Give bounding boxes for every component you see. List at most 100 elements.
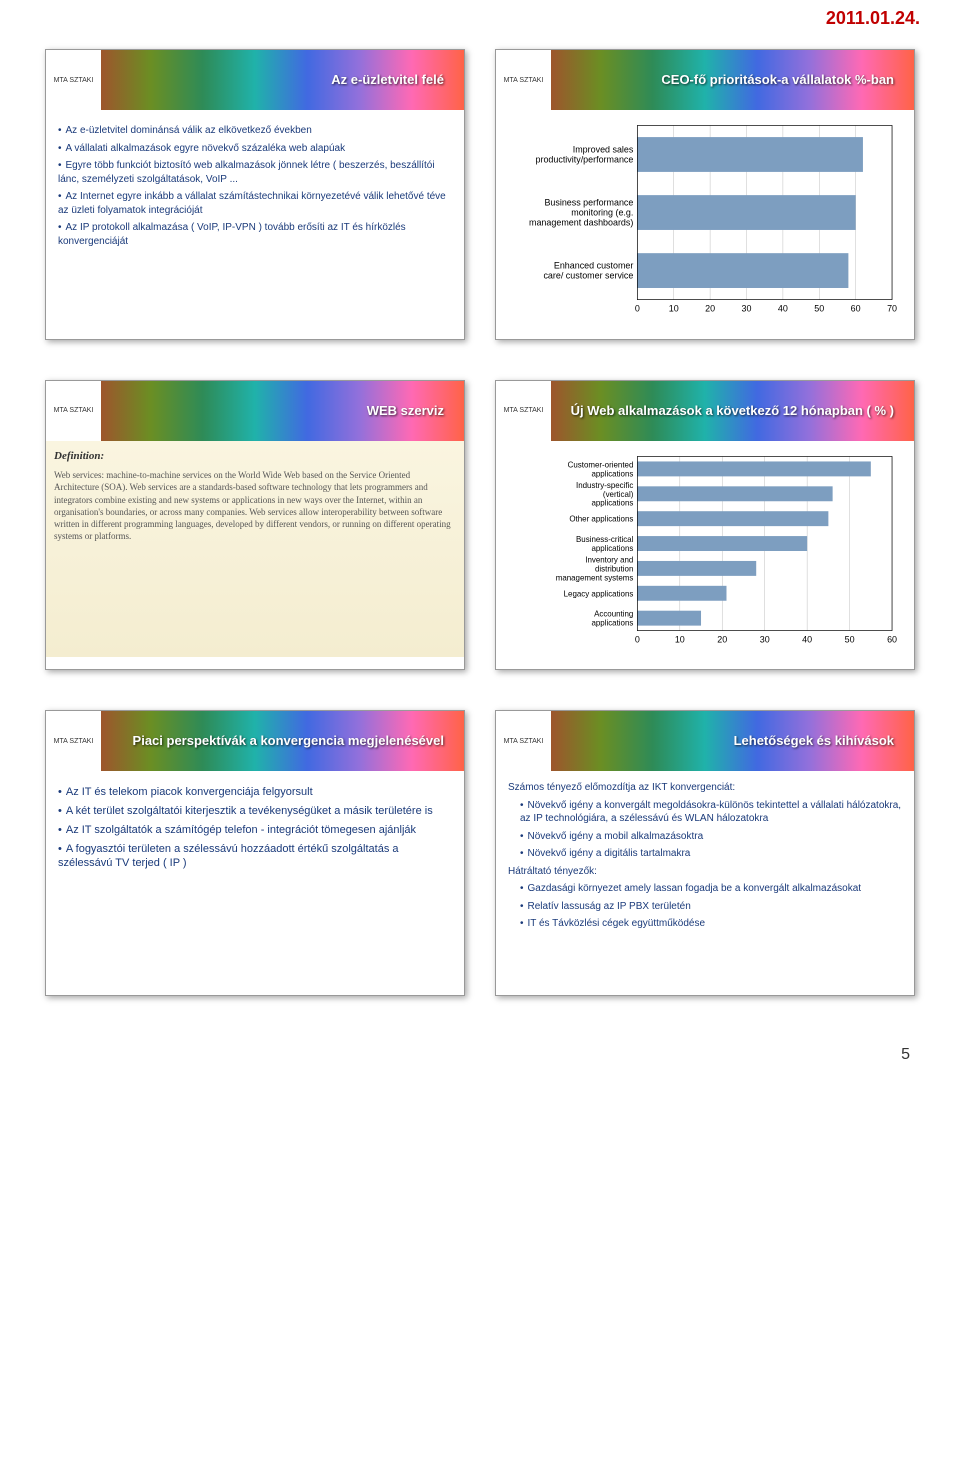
definition-body: Web services: machine-to-machine service… [54, 469, 456, 542]
svg-text:applications: applications [591, 469, 633, 478]
bullet-item: Az IT szolgáltatók a számítógép telefon … [58, 823, 452, 838]
svg-text:30: 30 [742, 304, 752, 314]
slide-logo-box: MTA SZTAKI [496, 50, 551, 110]
sub-bullet: Relatív lassuság az IP PBX területén [508, 900, 902, 914]
svg-text:Improved sales: Improved sales [573, 145, 634, 155]
slide-title: Lehetőségek és kihívások [734, 733, 894, 749]
slide-body: Az IT és telekom piacok konvergenciája f… [46, 771, 464, 995]
logo-text: MTA SZTAKI [54, 407, 94, 414]
slide-logo-box: MTA SZTAKI [496, 711, 551, 771]
logo-text: MTA SZTAKI [504, 407, 544, 414]
svg-text:10: 10 [669, 304, 679, 314]
logo-text: MTA SZTAKI [504, 77, 544, 84]
slide-body: Definition: Web services: machine-to-mac… [46, 441, 464, 657]
svg-text:distribution: distribution [595, 564, 633, 573]
svg-text:Enhanced customer: Enhanced customer [554, 261, 634, 271]
svg-text:Industry-specific: Industry-specific [576, 480, 633, 489]
bullet-item: A két terület szolgáltatói kiterjesztik … [58, 804, 452, 819]
logo-text: MTA SZTAKI [504, 738, 544, 745]
svg-text:Inventory and: Inventory and [585, 555, 633, 564]
svg-text:10: 10 [675, 634, 685, 644]
slide-uj-web-alkalmazasok: MTA SZTAKI Új Web alkalmazások a követke… [495, 380, 915, 671]
slide-body: Az e-üzletvitel dominánsá válik az elköv… [46, 110, 464, 334]
svg-text:40: 40 [802, 634, 812, 644]
svg-text:0: 0 [635, 304, 640, 314]
svg-text:20: 20 [717, 634, 727, 644]
bullet-item: Az IP protokoll alkalmazása ( VoIP, IP-V… [58, 221, 452, 248]
mid-text: Hátráltató tényezők: [508, 865, 902, 879]
slide-e-uzletvitel: MTA SZTAKI Az e-üzletvitel felé Az e-üzl… [45, 49, 465, 340]
slide-title: Piaci perspektívák a konvergencia megjel… [133, 733, 444, 749]
slide-logo-box: MTA SZTAKI [46, 381, 101, 441]
bullet-item: Az Internet egyre inkább a vállalat szám… [58, 190, 452, 217]
svg-text:60: 60 [851, 304, 861, 314]
slide-header: MTA SZTAKI Új Web alkalmazások a követke… [496, 381, 914, 441]
svg-text:monitoring (e.g.: monitoring (e.g. [571, 208, 633, 218]
svg-text:0: 0 [635, 634, 640, 644]
svg-text:70: 70 [887, 304, 897, 314]
svg-text:applications: applications [591, 498, 633, 507]
slide-body: 0102030405060Customer-orientedapplicatio… [496, 441, 914, 670]
svg-text:30: 30 [760, 634, 770, 644]
intro-text: Számos tényező előmozdítja az IKT konver… [508, 781, 902, 795]
slide-row-2: MTA SZTAKI WEB szerviz Definition: Web s… [0, 380, 960, 671]
slide-title: CEO-fő prioritások-a vállalatok %-ban [661, 72, 894, 88]
slide-body: Számos tényező előmozdítja az IKT konver… [496, 771, 914, 995]
svg-text:Business-critical: Business-critical [576, 535, 634, 544]
slide-row-3: MTA SZTAKI Piaci perspektívák a konverge… [0, 710, 960, 996]
slide-title: Az e-üzletvitel felé [331, 72, 444, 88]
slide-body: 0 10 20 30 40 50 60 70 Improved salesproductivit… [496, 110, 914, 339]
sub-bullet: Gazdasági környezet amely lassan fogadja… [508, 882, 902, 896]
slide-title: Új Web alkalmazások a következő 12 hónap… [571, 403, 894, 419]
slide-header: MTA SZTAKI WEB szerviz [46, 381, 464, 441]
slide-logo-box: MTA SZTAKI [46, 711, 101, 771]
logo-text: MTA SZTAKI [54, 738, 94, 745]
slide-header: MTA SZTAKI CEO-fő prioritások-a vállalat… [496, 50, 914, 110]
svg-text:productivity/performance: productivity/performance [536, 154, 634, 164]
bullet-item: A fogyasztói területen a szélessávú hozz… [58, 842, 452, 872]
svg-text:50: 50 [845, 634, 855, 644]
svg-text:management dashboards): management dashboards) [529, 217, 633, 227]
page: 2011.01.24. MTA SZTAKI Az e-üzletvitel f… [0, 0, 960, 1084]
definition-box: Definition: Web services: machine-to-mac… [46, 441, 464, 657]
svg-text:Other applications: Other applications [569, 514, 633, 523]
svg-text:Legacy applications: Legacy applications [564, 589, 634, 598]
page-date: 2011.01.24. [0, 0, 960, 49]
svg-text:60: 60 [887, 634, 897, 644]
svg-text:20: 20 [705, 304, 715, 314]
svg-text:40: 40 [778, 304, 788, 314]
svg-text:applications: applications [591, 544, 633, 553]
slide-logo-box: MTA SZTAKI [496, 381, 551, 441]
slide-title: WEB szerviz [367, 403, 444, 419]
svg-text:applications: applications [591, 618, 633, 627]
definition-title: Definition: [54, 449, 456, 464]
slide-ceo-prioritasok: MTA SZTAKI CEO-fő prioritások-a vállalat… [495, 49, 915, 340]
svg-text:50: 50 [814, 304, 824, 314]
page-number: 5 [0, 1036, 960, 1084]
svg-text:care/ customer service: care/ customer service [543, 271, 633, 281]
web-apps-chart: 0102030405060Customer-orientedapplicatio… [508, 451, 902, 651]
slide-header: MTA SZTAKI Piaci perspektívák a konverge… [46, 711, 464, 771]
svg-text:Business performance: Business performance [544, 198, 633, 208]
ceo-priorities-chart: 0 10 20 30 40 50 60 70 Improved salesproductivit… [508, 120, 902, 320]
logo-text: MTA SZTAKI [54, 77, 94, 84]
svg-text:Accounting: Accounting [594, 609, 633, 618]
svg-text:Customer-oriented: Customer-oriented [568, 460, 634, 469]
bullet-item: Egyre több funkciót biztosító web alkalm… [58, 159, 452, 186]
slide-row-1: MTA SZTAKI Az e-üzletvitel felé Az e-üzl… [0, 49, 960, 340]
sub-bullet: IT és Távközlési cégek együttműködése [508, 917, 902, 931]
slide-web-szerviz: MTA SZTAKI WEB szerviz Definition: Web s… [45, 380, 465, 671]
sub-bullet: Növekvő igény a mobil alkalmazásoktra [508, 830, 902, 844]
slide-piaci-perspektivak: MTA SZTAKI Piaci perspektívák a konverge… [45, 710, 465, 996]
slide-header: MTA SZTAKI Lehetőségek és kihívások [496, 711, 914, 771]
svg-text:(vertical): (vertical) [603, 489, 634, 498]
bullet-item: Az IT és telekom piacok konvergenciája f… [58, 785, 452, 800]
bullet-item: A vállalati alkalmazások egyre növekvő s… [58, 142, 452, 156]
svg-text:management systems: management systems [556, 573, 634, 582]
slide-header: MTA SZTAKI Az e-üzletvitel felé [46, 50, 464, 110]
slide-lehetosegek: MTA SZTAKI Lehetőségek és kihívások Szám… [495, 710, 915, 996]
bullet-item: Az e-üzletvitel dominánsá válik az elköv… [58, 124, 452, 138]
sub-bullet: Növekvő igény a digitális tartalmakra [508, 847, 902, 861]
slide-logo-box: MTA SZTAKI [46, 50, 101, 110]
sub-bullet: Növekvő igény a konvergált megoldásokra-… [508, 799, 902, 826]
